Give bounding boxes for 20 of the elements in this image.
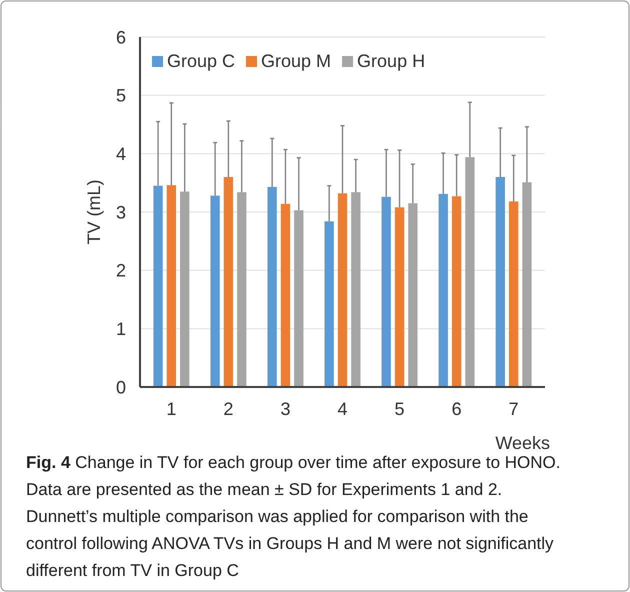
y-tick-label: 2 <box>116 260 126 281</box>
x-tick-label: 3 <box>280 399 290 419</box>
x-tick-label: 6 <box>452 399 462 419</box>
legend-label: Group H <box>357 51 426 71</box>
y-tick-label: 4 <box>116 144 126 164</box>
x-tick-label: 1 <box>166 399 176 419</box>
y-tick-label: 1 <box>116 318 126 339</box>
x-tick-label: 5 <box>394 399 405 419</box>
caption: Fig. 4 <box>26 453 71 472</box>
y-tick-label: 6 <box>116 27 126 48</box>
y-axis-title: TV (mL) <box>84 180 104 244</box>
y-tick-label: 3 <box>116 202 126 222</box>
x-tick-label: 4 <box>337 399 348 419</box>
x-axis-title: Weeks <box>495 433 550 453</box>
legend-label: Group C <box>167 51 236 71</box>
y-tick-label: 5 <box>116 86 126 106</box>
legend-label: Group M <box>261 51 332 71</box>
y-tick-label: 0 <box>116 377 126 398</box>
x-tick-label: 7 <box>508 399 519 419</box>
x-tick-label: 2 <box>223 399 234 419</box>
